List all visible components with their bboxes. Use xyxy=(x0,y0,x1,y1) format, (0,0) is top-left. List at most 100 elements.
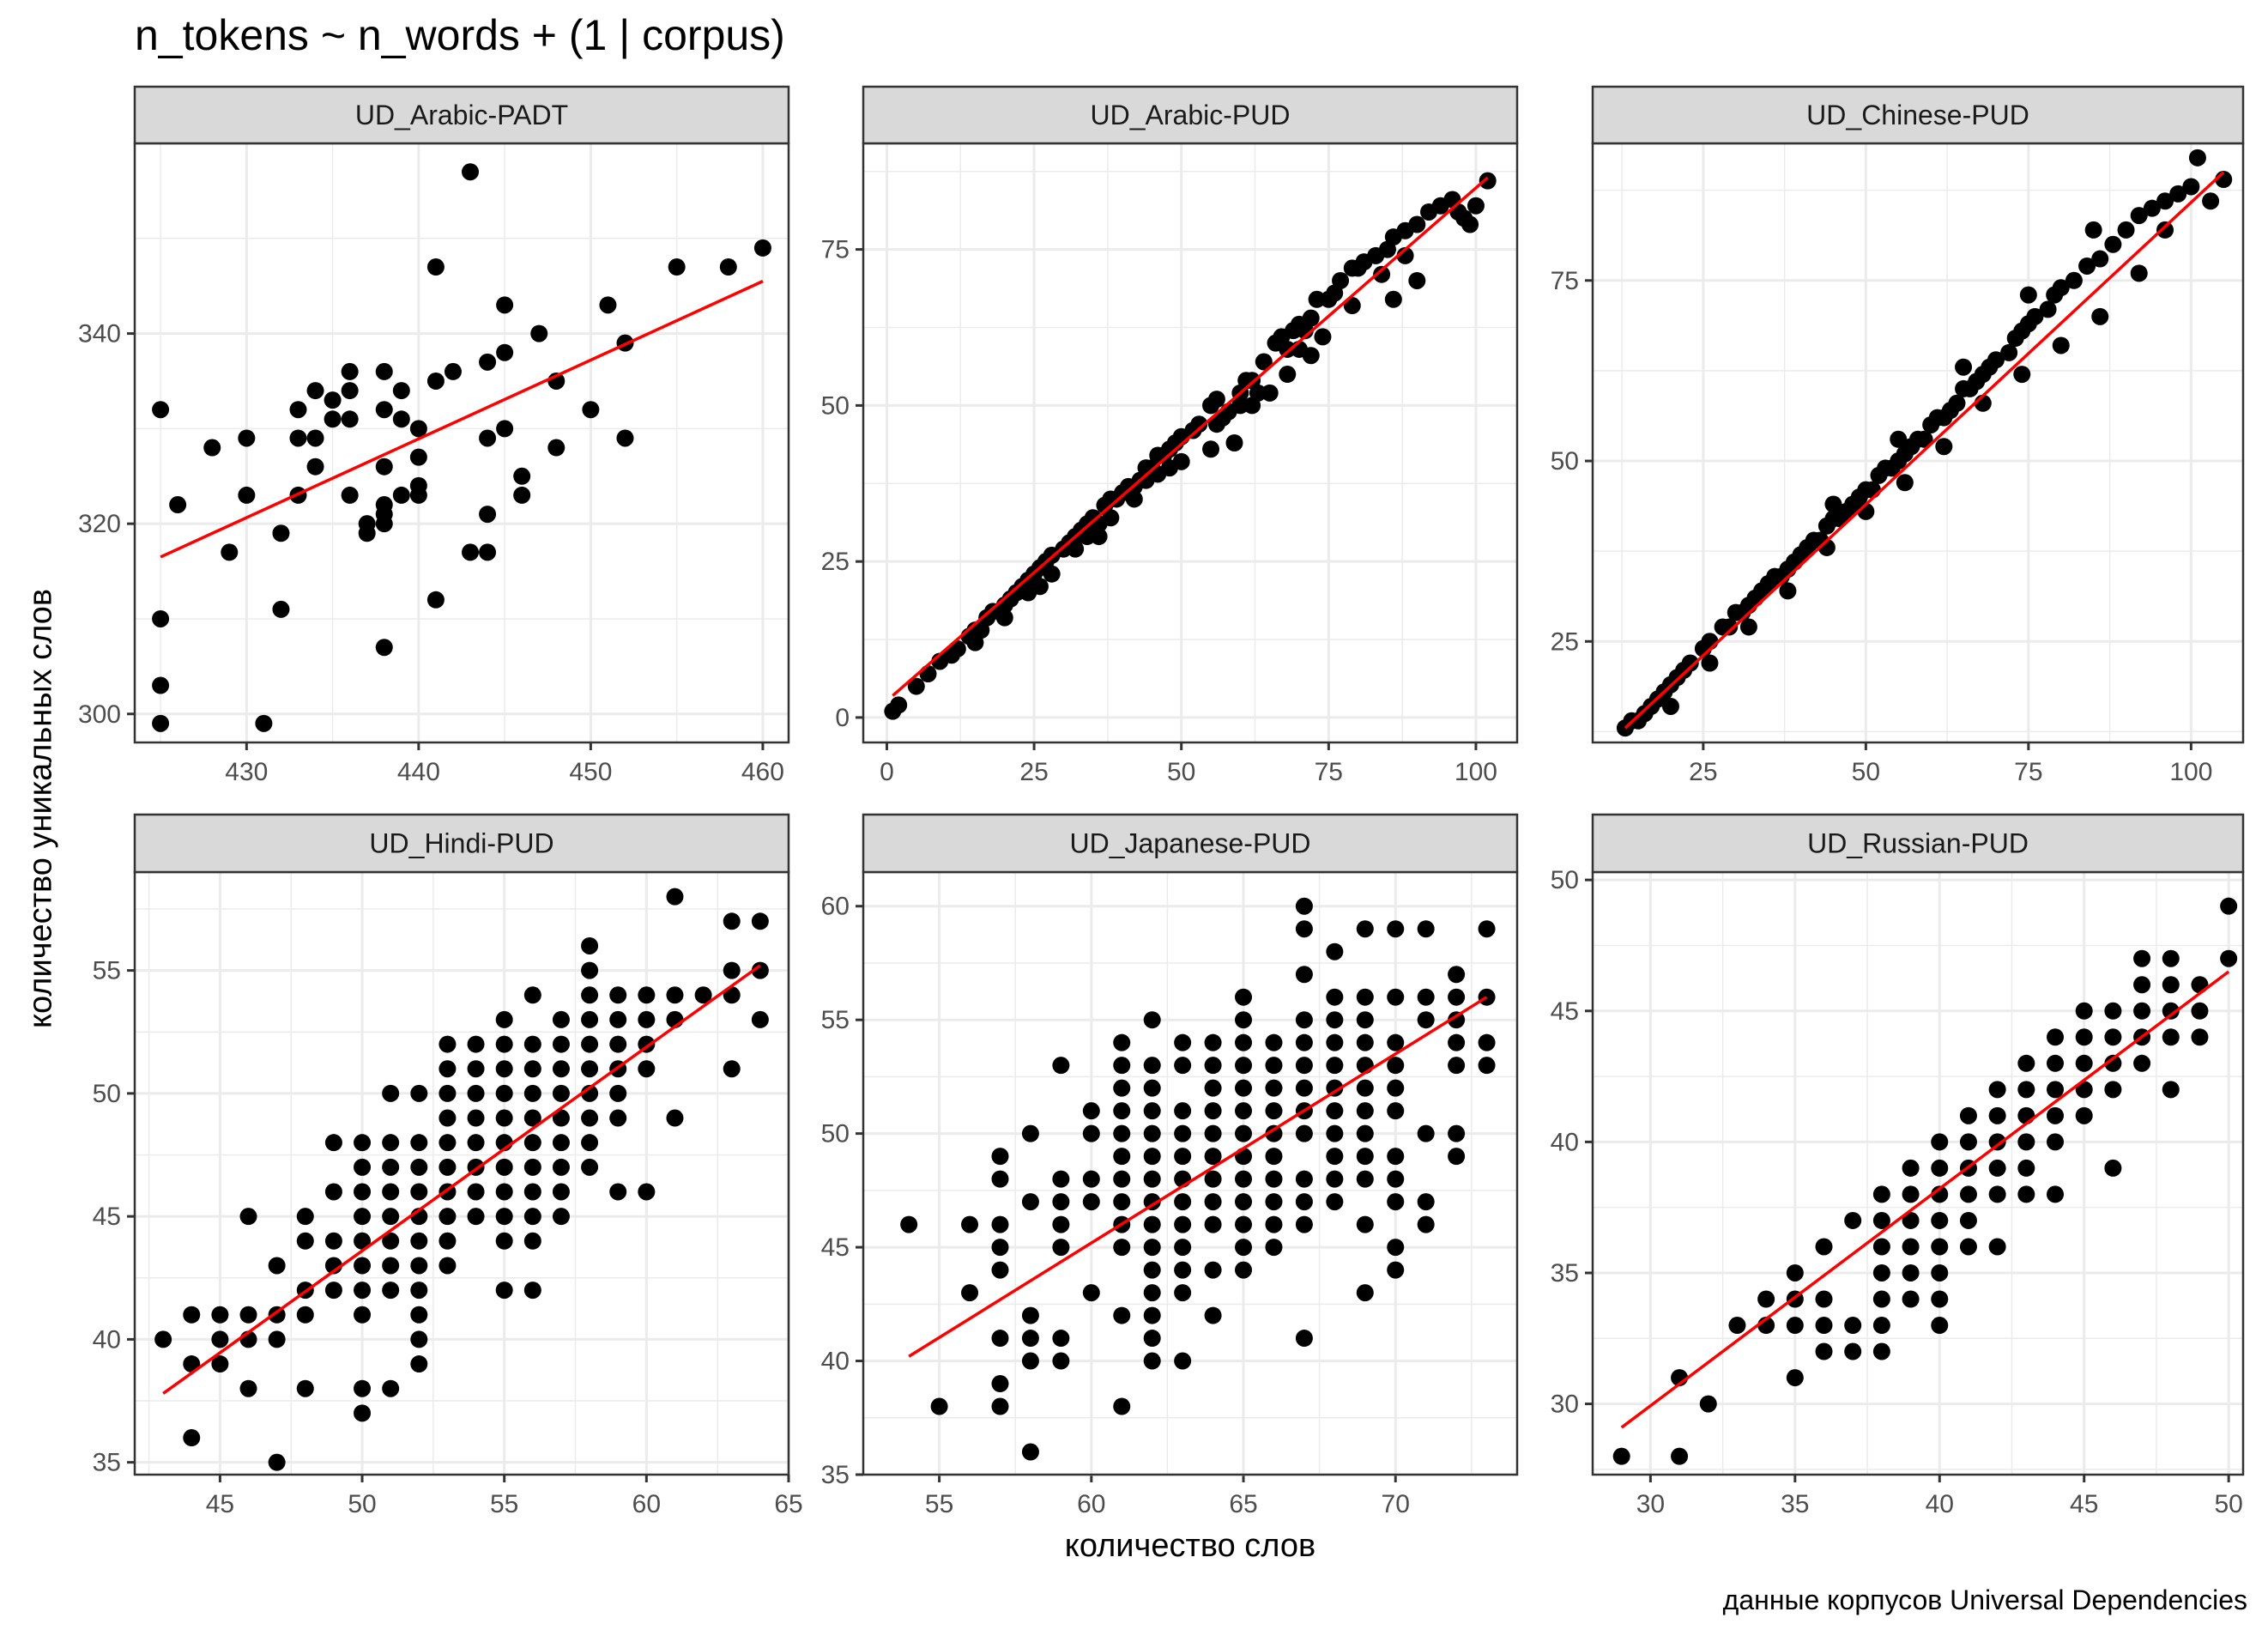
data-point xyxy=(438,1158,457,1176)
data-point xyxy=(1356,920,1374,938)
data-point xyxy=(1235,988,1253,1006)
data-point xyxy=(1461,215,1479,233)
data-point xyxy=(239,1379,257,1397)
data-point xyxy=(296,1208,314,1226)
data-point xyxy=(1872,1290,1890,1308)
data-point xyxy=(1204,1170,1222,1188)
panel-background xyxy=(135,143,789,742)
data-point xyxy=(1786,1263,1804,1282)
data-point xyxy=(152,676,170,694)
data-point xyxy=(1052,1239,1070,1257)
x-tick-label: 70 xyxy=(1382,1490,1410,1518)
data-point xyxy=(1314,328,1332,346)
y-tick-label: 25 xyxy=(1551,627,1579,656)
data-point xyxy=(2162,1002,2180,1020)
data-point xyxy=(961,1215,979,1233)
data-point xyxy=(1326,1079,1344,1097)
x-tick-label: 25 xyxy=(1019,758,1048,786)
y-tick-label: 75 xyxy=(821,236,850,264)
facet-strip xyxy=(133,813,790,874)
x-tick-label: 50 xyxy=(348,1490,376,1518)
data-point xyxy=(1235,1011,1253,1029)
data-point xyxy=(438,1208,457,1226)
data-point xyxy=(410,1355,428,1373)
data-point xyxy=(907,677,925,695)
data-point xyxy=(1356,1170,1374,1188)
data-point xyxy=(991,1375,1009,1393)
data-point xyxy=(2047,1106,2065,1124)
data-point xyxy=(1231,397,1249,415)
data-point xyxy=(1067,540,1085,558)
y-tick-label: 25 xyxy=(821,548,850,576)
data-point xyxy=(1387,1193,1405,1211)
data-point xyxy=(581,1109,599,1127)
data-point xyxy=(382,1084,400,1102)
facet-strip xyxy=(862,85,1519,145)
data-point xyxy=(1265,1215,1283,1233)
data-point xyxy=(1021,1193,1039,1211)
y-tick-label: 60 xyxy=(821,893,850,921)
data-point xyxy=(496,420,514,438)
data-point xyxy=(1174,1148,1192,1166)
facet-strip xyxy=(862,813,1519,874)
data-point xyxy=(1090,528,1108,546)
data-point xyxy=(1125,490,1143,508)
data-point xyxy=(1356,1079,1374,1097)
data-point xyxy=(410,1306,428,1324)
regression-line xyxy=(892,176,1489,697)
data-point xyxy=(358,524,376,542)
facet-strip-label: UD_Japanese-PUD xyxy=(1069,828,1310,859)
data-point xyxy=(1612,1447,1630,1465)
data-point xyxy=(462,163,480,181)
data-point xyxy=(221,543,239,561)
data-point xyxy=(306,429,324,447)
data-point xyxy=(523,986,541,1004)
data-point xyxy=(255,714,273,732)
data-point xyxy=(438,1060,457,1078)
data-point xyxy=(1902,1238,1920,1256)
facet-strip xyxy=(133,85,790,145)
data-point xyxy=(581,986,599,1004)
y-tick-label: 50 xyxy=(821,1120,850,1148)
data-point xyxy=(552,1158,570,1176)
regression-line xyxy=(162,964,761,1395)
data-point xyxy=(2191,1028,2209,1046)
data-point xyxy=(1955,358,1973,376)
data-point xyxy=(1113,1239,1131,1257)
y-tick-label: 30 xyxy=(1551,1391,1579,1419)
data-point xyxy=(694,986,712,1004)
data-point xyxy=(638,1010,656,1028)
data-point xyxy=(438,1257,457,1275)
data-point xyxy=(1448,1124,1466,1142)
data-point xyxy=(1204,1057,1222,1075)
data-point xyxy=(1295,1193,1313,1211)
data-point xyxy=(1308,290,1326,308)
data-point xyxy=(183,1429,201,1447)
data-point xyxy=(1448,1057,1466,1075)
data-point xyxy=(523,1183,541,1201)
data-point xyxy=(1113,1193,1131,1211)
y-tick-label: 40 xyxy=(1551,1128,1579,1156)
data-point xyxy=(1872,1317,1890,1335)
data-point xyxy=(495,1183,513,1201)
panel-background xyxy=(863,872,1517,1475)
data-point xyxy=(552,1060,570,1078)
data-point xyxy=(324,1232,342,1250)
data-point xyxy=(723,961,741,979)
data-point xyxy=(479,429,497,447)
data-point xyxy=(1143,1170,1161,1188)
data-point xyxy=(609,1010,627,1028)
data-point xyxy=(1326,1102,1344,1120)
data-point xyxy=(1265,1170,1283,1188)
data-point xyxy=(1449,203,1467,221)
data-point xyxy=(239,1208,257,1226)
data-point xyxy=(289,429,307,447)
data-point xyxy=(2104,1159,2122,1177)
data-point xyxy=(467,1060,485,1078)
data-point xyxy=(2026,307,2044,325)
data-point xyxy=(966,633,984,651)
data-point xyxy=(1174,1352,1192,1370)
data-point xyxy=(1931,1290,1949,1308)
data-point xyxy=(1779,582,1797,600)
data-point xyxy=(1387,1148,1405,1166)
